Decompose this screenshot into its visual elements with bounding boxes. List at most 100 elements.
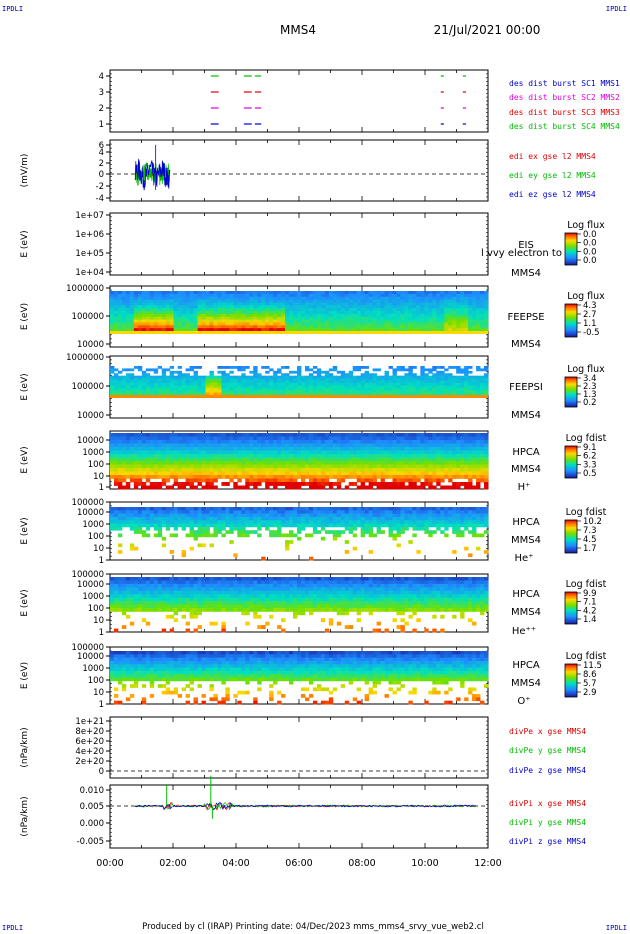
- heatmap-cell: [153, 436, 159, 441]
- heatmap-cell: [169, 305, 175, 309]
- heatmap-cell: [424, 507, 429, 511]
- heatmap-cell: [432, 440, 437, 444]
- heatmap-cell: [464, 516, 469, 521]
- heatmap-cell: [376, 319, 381, 323]
- heatmap-cell: [117, 325, 123, 329]
- heatmap-cell: [189, 375, 194, 379]
- heatmap-cell: [440, 447, 445, 451]
- heatmap-cell: [432, 516, 437, 521]
- heatmap-cell: [420, 510, 425, 515]
- heatmap-cell: [468, 305, 473, 309]
- heatmap-cell: [380, 382, 385, 386]
- heatmap-cell: [344, 387, 350, 391]
- heatmap-cell: [300, 461, 306, 465]
- heatmap-cell: [265, 482, 270, 486]
- heatmap-cell: [289, 433, 294, 437]
- heatmap-cell: [205, 454, 210, 458]
- heatmap-cell: [217, 378, 222, 381]
- heatmap-cell: [273, 461, 278, 465]
- heatmap-cell: [161, 385, 167, 389]
- heatmap-cell: [297, 450, 302, 455]
- heatmap-cell: [241, 293, 246, 298]
- heatmap-cell: [253, 510, 258, 515]
- heatmap-cell: [189, 530, 194, 534]
- heatmap-cell: [265, 392, 270, 396]
- heatmap-cell: [340, 450, 346, 455]
- heatmap-cell: [241, 440, 246, 444]
- heatmap-cell: [452, 468, 457, 472]
- heatmap-cell: [368, 520, 374, 524]
- heatmap-cell: [384, 385, 389, 389]
- heatmap-cell: [201, 485, 206, 490]
- heatmap-cell: [117, 471, 123, 476]
- heatmap-cell: [432, 311, 437, 315]
- heatmap-cell: [125, 385, 131, 389]
- heatmap-cell: [293, 464, 298, 469]
- heatmap-cell: [169, 293, 175, 298]
- heatmap-cell: [356, 436, 362, 441]
- heatmap-cell: [376, 322, 381, 326]
- heatmap-cell: [448, 319, 453, 323]
- heatmap-cell: [185, 457, 190, 462]
- heatmap-cell: [209, 468, 214, 472]
- heatmap-cell: [213, 311, 218, 315]
- heatmap-cell: [197, 468, 202, 472]
- heatmap-cell: [249, 293, 254, 298]
- heatmap-cell: [277, 380, 282, 384]
- heatmap-cell: [261, 436, 266, 441]
- heatmap-cell: [456, 328, 461, 332]
- heatmap-cell: [237, 507, 242, 511]
- heatmap-cell: [293, 392, 298, 396]
- heatmap-cell: [424, 296, 429, 300]
- heatmap-cell: [153, 291, 159, 295]
- heatmap-cell: [372, 378, 377, 381]
- heatmap-cell: [464, 380, 469, 384]
- heatmap-cell: [328, 510, 334, 515]
- heatmap-cell: [368, 378, 374, 381]
- heatmap-cell: [285, 378, 290, 381]
- heatmap-cell: [308, 380, 314, 384]
- heatmap-cell: [476, 378, 481, 381]
- heatmap-cell: [308, 382, 314, 386]
- heatmap-cell: [265, 433, 270, 437]
- heatmap-cell: [324, 530, 330, 534]
- heatmap-cell: [277, 443, 282, 448]
- heatmap-cell: [281, 478, 286, 483]
- heatmap-cell: [177, 468, 183, 472]
- heatmap-cell: [468, 443, 473, 448]
- heatmap-cell: [364, 313, 370, 318]
- heatmap-cell: [161, 325, 167, 329]
- heatmap-cell: [468, 530, 473, 534]
- heatmap-cell: [149, 368, 155, 372]
- heatmap-cell: [436, 450, 441, 455]
- heatmap-cell: [352, 457, 358, 462]
- heatmap-cell: [129, 440, 135, 444]
- heatmap-cell: [173, 387, 179, 391]
- heatmap-cell: [293, 482, 298, 486]
- heatmap-cell: [261, 325, 266, 329]
- heatmap-cell: [241, 475, 246, 479]
- heatmap-cell: [141, 380, 147, 384]
- heatmap-cell: [257, 378, 262, 381]
- heatmap-cell: [233, 553, 238, 558]
- heatmap-cell: [273, 507, 278, 511]
- heatmap-cell: [165, 436, 171, 441]
- heatmap-cell: [456, 450, 461, 455]
- heatmap-cell: [273, 523, 278, 528]
- heatmap-cell: [456, 311, 461, 315]
- heatmap-cell: [328, 311, 334, 315]
- heatmap-cell: [249, 440, 254, 444]
- heatmap-cell: [265, 478, 270, 483]
- heatmap-cell: [113, 390, 119, 393]
- heatmap-cell: [293, 457, 298, 462]
- heatmap-cell: [364, 293, 370, 298]
- heatmap-cell: [297, 375, 302, 379]
- heatmap-cell: [233, 471, 238, 476]
- heatmap-cell: [316, 378, 322, 381]
- heatmap-cell: [316, 485, 322, 490]
- heatmap-cell: [340, 436, 346, 441]
- instrument-label: EIS: [518, 240, 534, 251]
- heatmap-cell: [213, 305, 218, 309]
- heatmap-cell: [233, 319, 238, 323]
- heatmap-cell: [141, 302, 147, 306]
